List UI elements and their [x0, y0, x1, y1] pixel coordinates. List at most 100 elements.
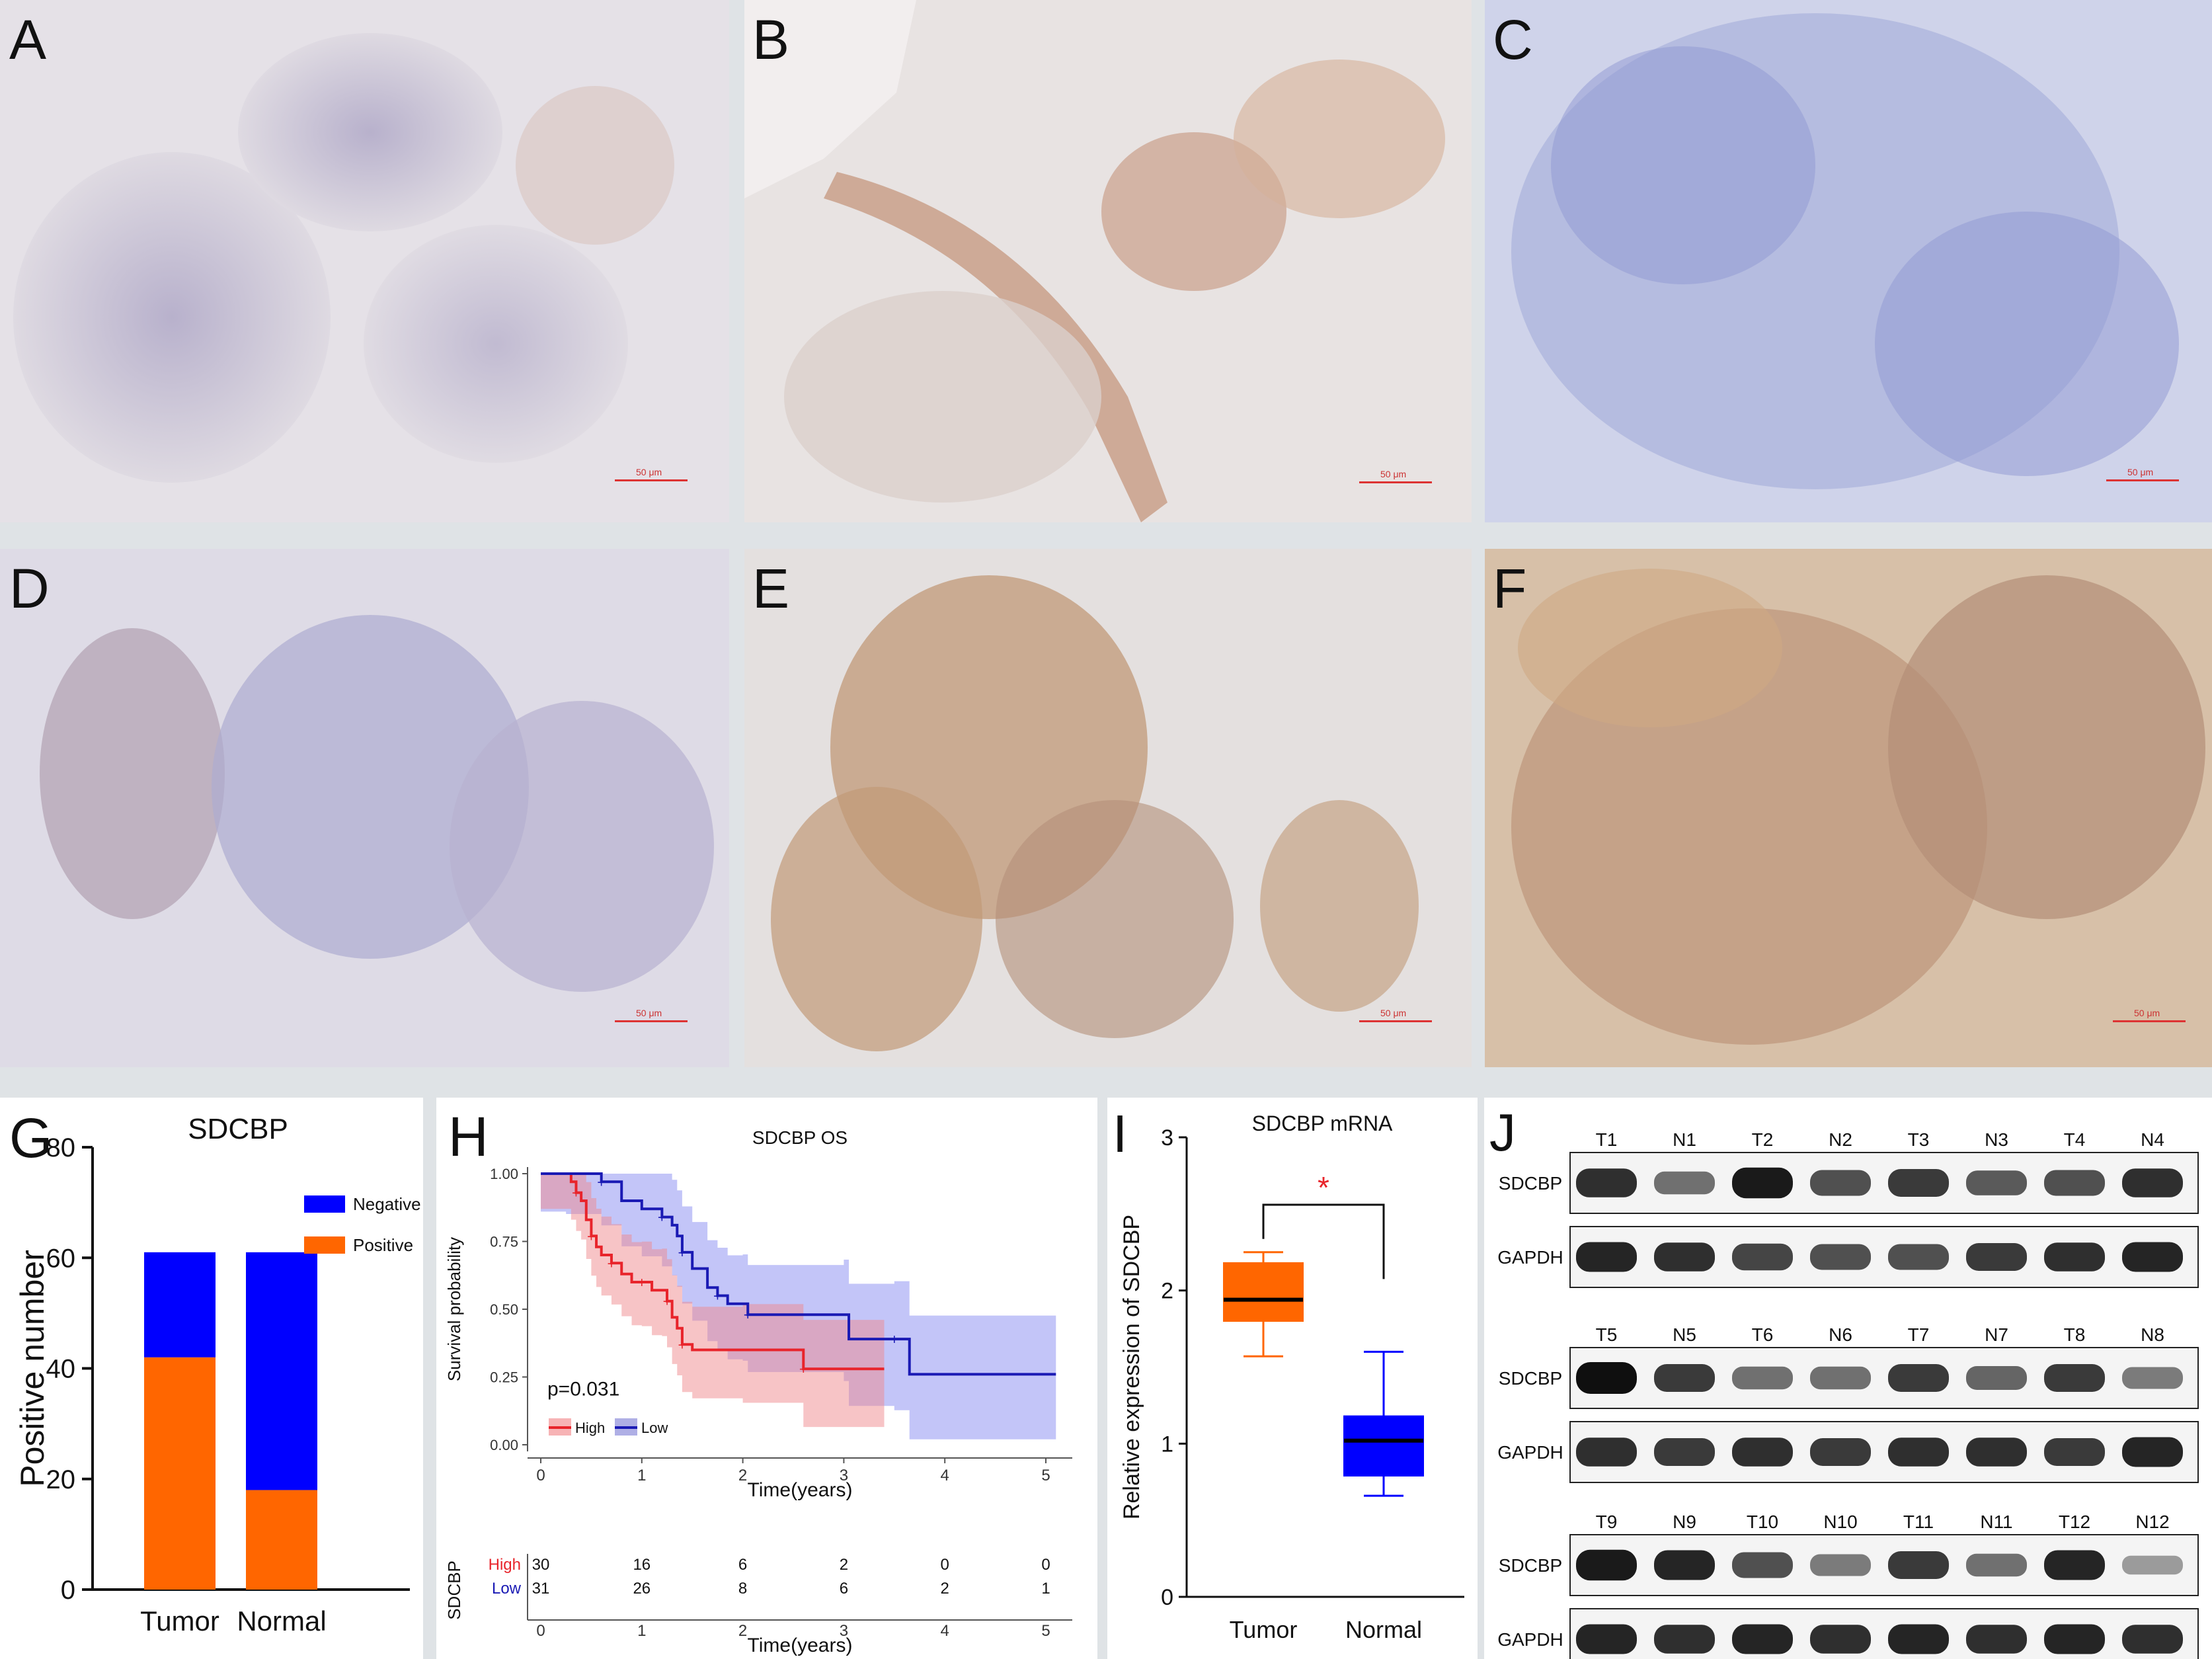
x-tick-label: 2: [738, 1467, 747, 1484]
panel-label-c: C: [1493, 9, 1533, 71]
ci-band-high: [541, 1174, 885, 1434]
censor-mark: +: [744, 1307, 752, 1323]
blot-band: [1888, 1244, 1949, 1270]
panel-i: I SDCBP mRNA 0 1 2 3 Relative expression of SD…: [1107, 1098, 1478, 1659]
chart-i: I SDCBP mRNA 0 1 2 3 Relative expression of SD…: [1113, 1104, 1464, 1643]
blot-row-label: SDCBP: [1499, 1368, 1562, 1389]
lane-label: T8: [2064, 1324, 2086, 1345]
blot-row-label: GAPDH: [1497, 1442, 1563, 1463]
risk-value: 16: [633, 1556, 651, 1574]
blot-band: [2122, 1367, 2183, 1389]
censor-mark: +: [597, 1174, 606, 1190]
scale-bar: [2106, 479, 2179, 481]
western-blot-j: J T1 N1 T2 N2 T3 N3 T4 N4 SDCBP GAPDH T5 N5 T6 N6 T7 N7 T…: [1489, 1103, 2199, 1659]
y-axis-label: Relative expression of SDCBP: [1119, 1215, 1144, 1519]
risk-table-title: SDCBP: [444, 1560, 464, 1620]
lane-label: T1: [1596, 1129, 1618, 1150]
lane-label: T5: [1596, 1324, 1618, 1345]
lane-label: N3: [1985, 1129, 2008, 1150]
blot-band: [1966, 1437, 2027, 1467]
panel-j: J T1 N1 T2 N2 T3 N3 T4 N4 SDCBP GAPDH T5 N5 T6 N6 T7 N7 T…: [1484, 1098, 2212, 1659]
blot-band: [1966, 1170, 2027, 1195]
censor-mark: +: [637, 1274, 646, 1291]
x-tick-label: Tumor: [1230, 1616, 1298, 1643]
x-tick-label: 1: [637, 1467, 646, 1484]
blot-band: [1654, 1242, 1715, 1272]
y-axis-label: Positive number: [14, 1250, 51, 1487]
lane-label: T2: [1752, 1129, 1774, 1150]
legend-swatch: [304, 1195, 345, 1213]
x-tick-label: 5: [1041, 1467, 1050, 1484]
risk-value: 0: [1041, 1556, 1050, 1574]
x-axis-label: Time(years): [748, 1479, 853, 1501]
legend-swatch: [304, 1236, 345, 1254]
x-tick-label: 0: [536, 1467, 545, 1484]
risk-x-tick-label: 5: [1041, 1622, 1050, 1640]
significance-bracket: [1262, 1203, 1385, 1279]
censor-mark: +: [587, 1228, 596, 1244]
histology-image-d: [0, 549, 729, 1067]
panel-label-g: G: [9, 1107, 52, 1169]
lane-label: T6: [1752, 1324, 1774, 1345]
risk-value: 2: [941, 1580, 949, 1598]
y-tick-label: 0: [1161, 1585, 1173, 1610]
blot-band: [2122, 1168, 2183, 1197]
panel-g: G SDCBP 0 20 40 60 80 Positive number Tumor Norma…: [0, 1098, 423, 1659]
histology-panel-e: E 50 μm: [744, 549, 1472, 1067]
blot-band: [1810, 1170, 1871, 1196]
risk-value: 1: [1041, 1580, 1050, 1598]
blot-band: [2044, 1242, 2105, 1272]
y-axis-label: Survival probability: [444, 1237, 464, 1381]
y-tick-label: 0: [61, 1576, 75, 1605]
chart-title: SDCBP OS: [752, 1127, 848, 1148]
risk-value: 0: [941, 1556, 949, 1574]
blot-row-label: GAPDH: [1497, 1629, 1563, 1650]
censor-mark: +: [890, 1331, 898, 1348]
p-value: p=0.031: [547, 1379, 619, 1400]
chart-g: G SDCBP 0 20 40 60 80 Positive number Tumor Norma…: [9, 1107, 421, 1637]
blot-band: [2044, 1170, 2105, 1196]
blot-band: [2044, 1624, 2105, 1654]
scale-bar: [1359, 1020, 1432, 1022]
blot-band: [1576, 1624, 1637, 1654]
blot-band: [1810, 1554, 1871, 1576]
scale-bar: [615, 479, 688, 481]
y-tick-label: 3: [1161, 1125, 1173, 1151]
histology-panel-f: F 50 μm: [1485, 549, 2212, 1067]
blot-band: [1654, 1171, 1715, 1195]
scale-bar-label: 50 μm: [636, 1008, 662, 1018]
histology-panel-c: C 50 μm: [1485, 0, 2212, 522]
scale-bar: [615, 1020, 688, 1022]
blot-band: [1810, 1438, 1871, 1466]
blot-band: [1732, 1243, 1793, 1271]
risk-x-tick-label: 2: [738, 1622, 747, 1640]
scale-bar-label: 50 μm: [2127, 467, 2154, 477]
scale-bar: [1359, 481, 1432, 483]
censor-mark: +: [572, 1185, 580, 1201]
scale-bar-label: 50 μm: [2134, 1008, 2160, 1018]
legend-label: Positive: [353, 1235, 413, 1255]
blot-band: [2122, 1242, 2183, 1272]
censor-mark: +: [678, 1336, 686, 1353]
lane-label: N4: [2141, 1129, 2164, 1150]
y-tick-label: 0.25: [490, 1369, 518, 1386]
panel-label-h: H: [448, 1106, 489, 1168]
histology-panel-b: B 50 μm: [744, 0, 1472, 522]
y-tick-label: 40: [46, 1355, 76, 1384]
scale-bar-label: 50 μm: [1380, 1008, 1407, 1018]
blot-band: [1576, 1362, 1637, 1394]
lane-label: N12: [2135, 1512, 2169, 1532]
histology-image-e: [744, 549, 1472, 1067]
risk-row-label: Low: [492, 1580, 522, 1598]
scale-bar-label: 50 μm: [1380, 469, 1407, 479]
censor-mark: +: [658, 1209, 666, 1226]
x-tick-label: Tumor: [140, 1605, 219, 1637]
blot-band: [1654, 1438, 1715, 1466]
blot-band: [1888, 1551, 1949, 1579]
lane-label: T12: [2059, 1512, 2090, 1532]
chart-title: SDCBP mRNA: [1252, 1112, 1393, 1135]
lane-label: N2: [1829, 1129, 1852, 1150]
x-tick-label: 3: [840, 1467, 848, 1484]
y-tick-label: 0.75: [490, 1234, 518, 1250]
lane-label: T7: [1908, 1324, 1930, 1345]
